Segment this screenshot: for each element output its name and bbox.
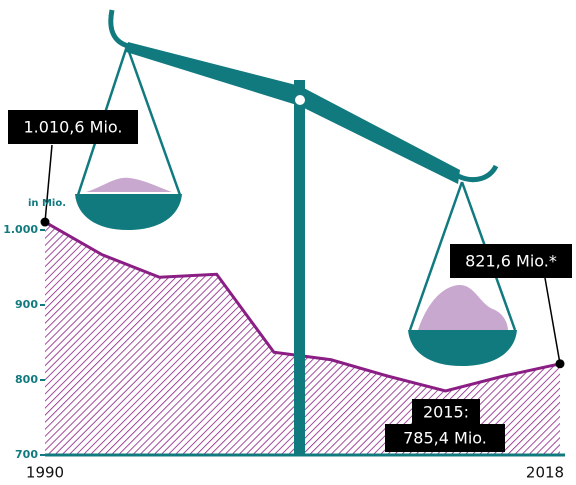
y-tick-label: 1.000 [3, 223, 38, 236]
x-tick-label: 2018 [526, 464, 564, 482]
value-label: 821,6 Mio.* [465, 252, 557, 271]
y-tick-label: 900 [15, 298, 38, 311]
leader-line [45, 145, 52, 222]
point [556, 359, 565, 368]
leader-line [545, 278, 560, 364]
y-tick-label: 700 [15, 448, 38, 461]
x-tick-label: 1990 [26, 464, 64, 482]
point [41, 218, 50, 227]
y-tick-label: 800 [15, 373, 38, 386]
chart: 700 800 900 1.000 1990 2018 1.010,6 Mio. 821,6… [0, 0, 576, 485]
value-label: 1.010,6 Mio. [24, 118, 123, 137]
value-label: 785,4 Mio. [403, 429, 487, 448]
annotation: 2015: [423, 403, 469, 422]
unit-label: in Mio. [28, 198, 66, 209]
